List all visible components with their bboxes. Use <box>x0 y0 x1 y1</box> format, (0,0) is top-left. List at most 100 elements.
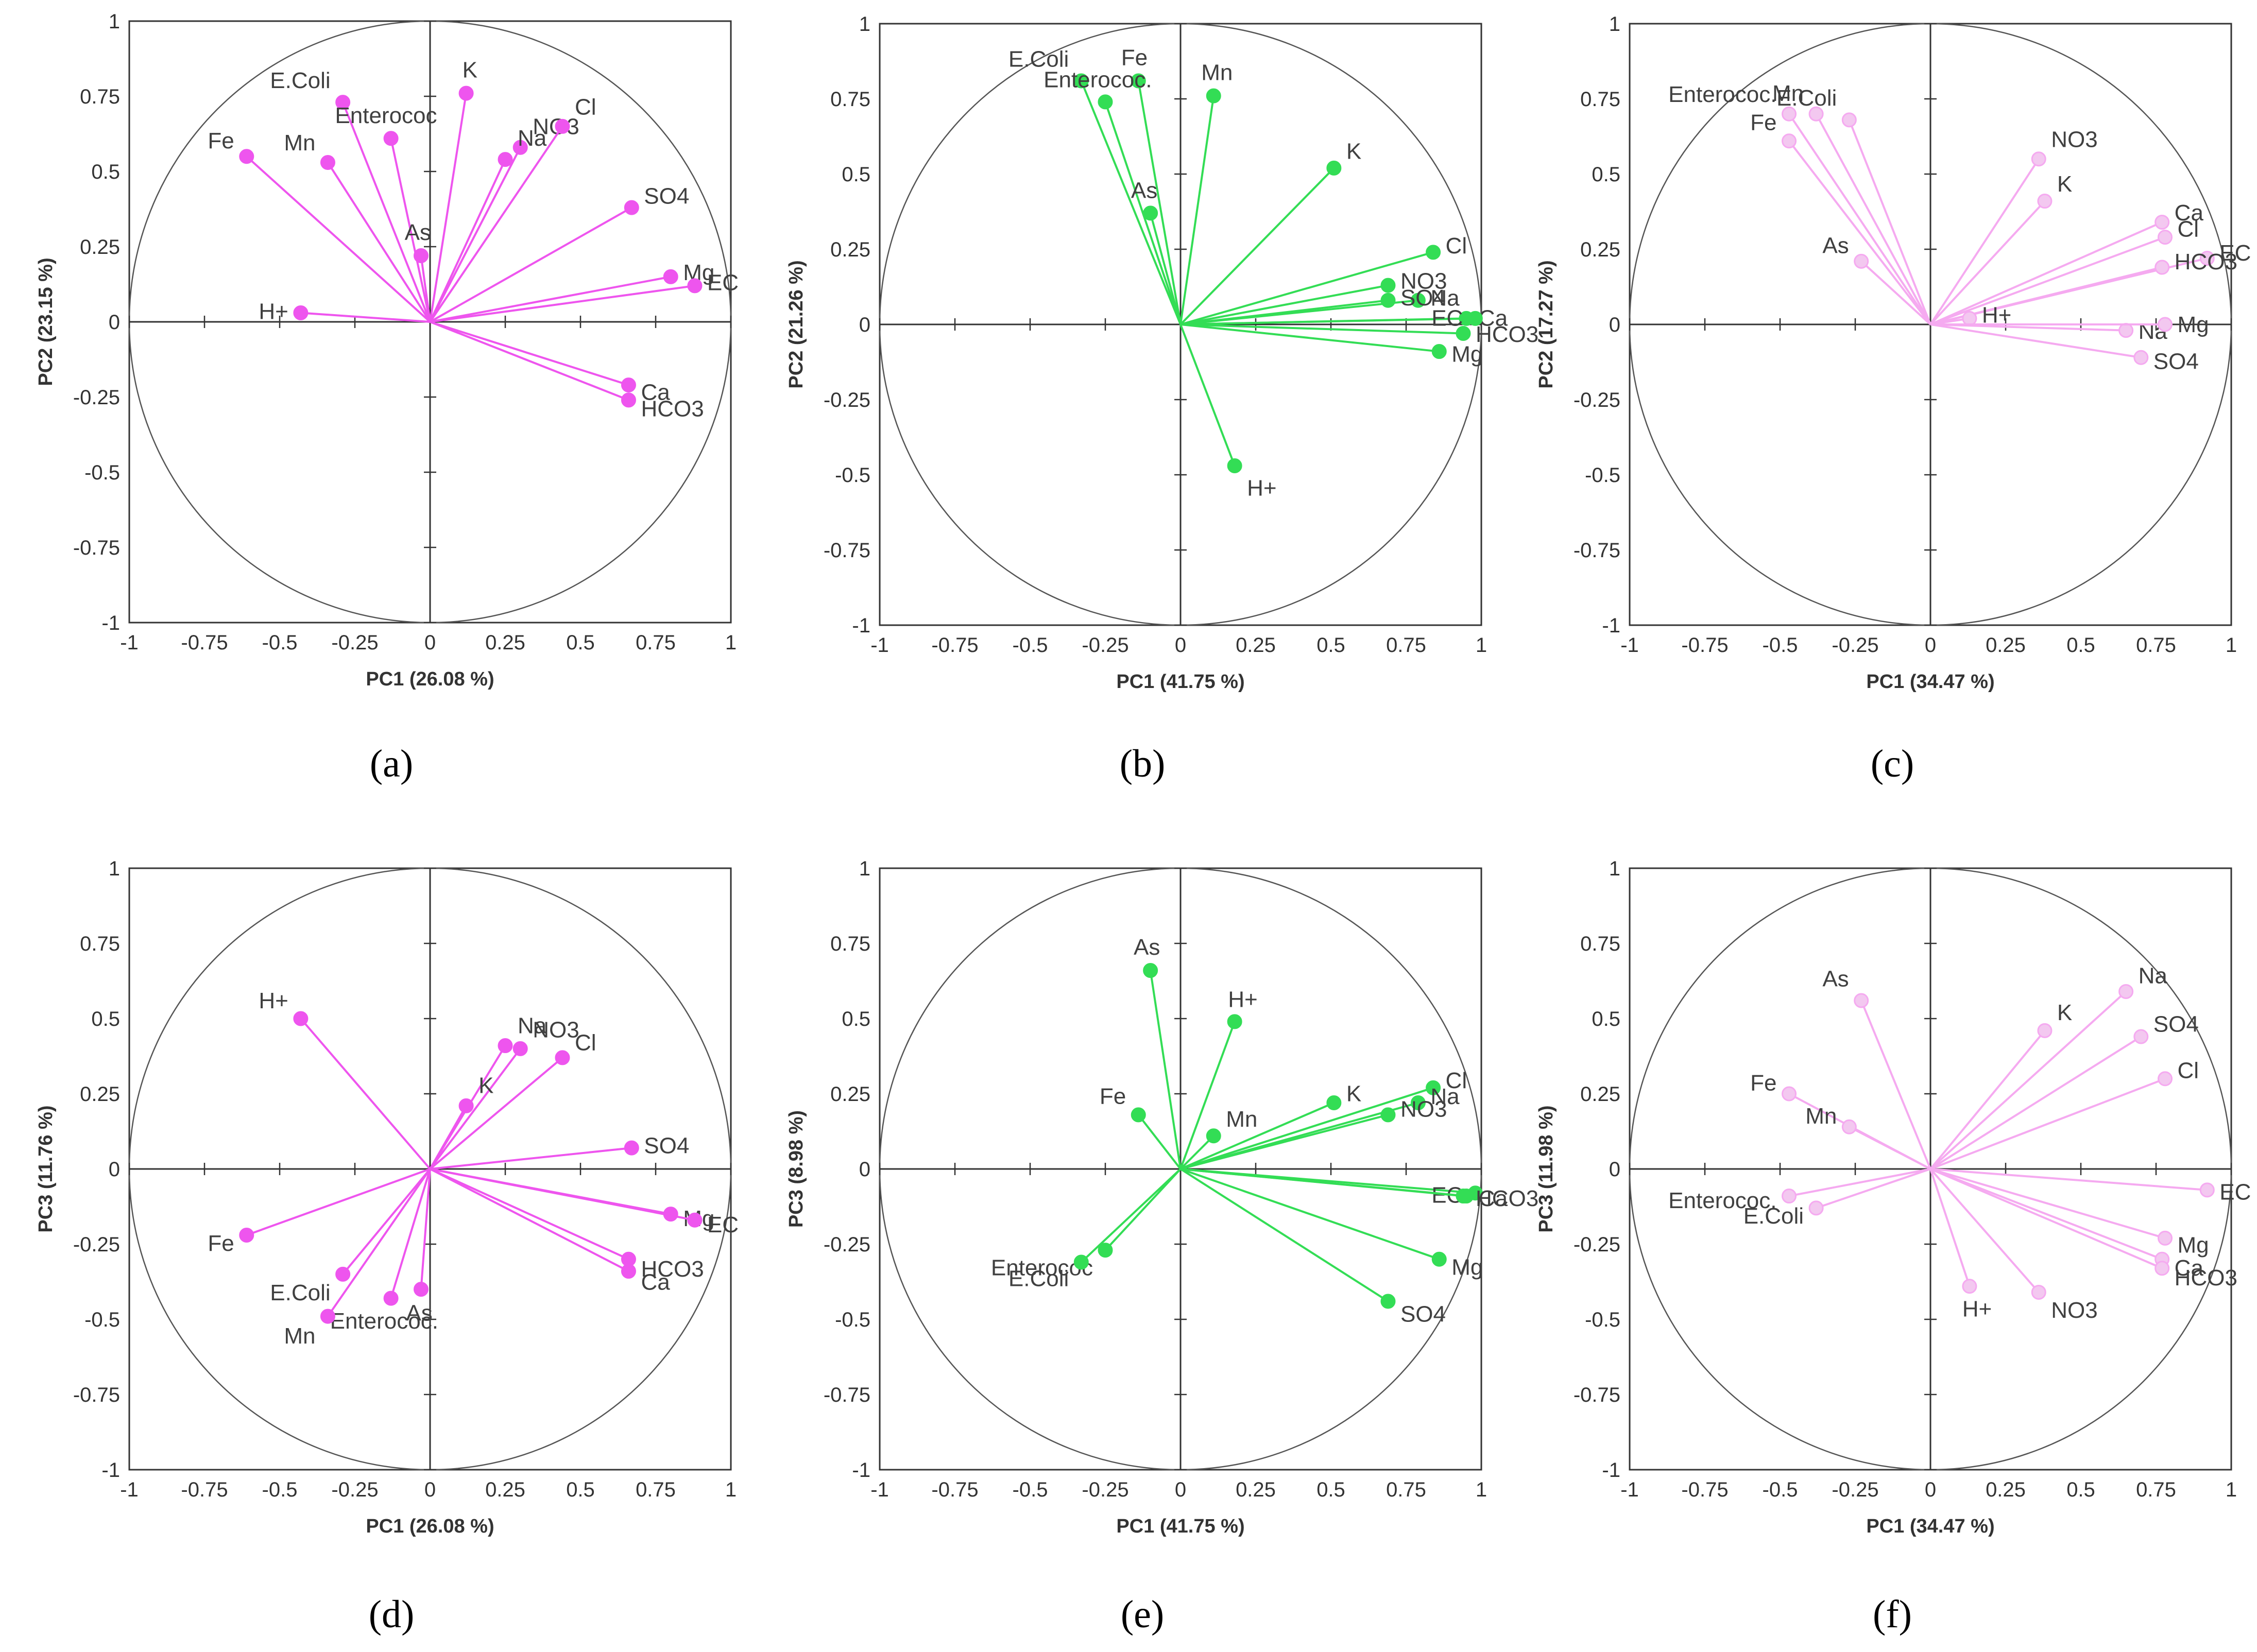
loading-point <box>1131 1107 1146 1123</box>
loading-vector <box>246 156 431 323</box>
loading-vector <box>1180 1113 1389 1170</box>
loading-label: H+ <box>1247 475 1276 501</box>
caption-b: (b) <box>1120 742 1166 785</box>
panel-d: -1 -0.75 -0.5 -0.25 0 0.25 0.5 0.75 1 -1 -0.75 -0.5… <box>35 857 739 1537</box>
y-tick-label: 1 <box>109 857 120 880</box>
loading-label: HCO3 <box>641 1257 704 1282</box>
x-axis-title: PC1 (34.47 %) <box>1866 671 1994 693</box>
loading-point <box>1073 1254 1089 1270</box>
loading-point <box>2158 230 2173 245</box>
loading-label: As <box>1134 935 1160 960</box>
loading-point <box>1098 1243 1113 1258</box>
y-axis-title: PC3 (8.98 %) <box>785 1110 807 1228</box>
y-tick-label: 0.25 <box>830 1083 870 1106</box>
loading-label: Enterococ. <box>330 1309 438 1334</box>
loading-vector <box>1180 1102 1335 1170</box>
loading-label: Mn <box>1201 60 1233 85</box>
loading-point <box>2031 151 2046 167</box>
loading-vector <box>1929 1168 2040 1293</box>
loading-point <box>624 200 639 215</box>
x-tick-label: 1 <box>725 1478 737 1501</box>
loading-vector <box>1080 80 1182 325</box>
panel-b: -1 -0.75 -0.5 -0.25 0 0.25 0.5 0.75 1 -1 -0.75 -0.5… <box>785 13 1538 693</box>
loading-vector <box>1180 1168 1466 1197</box>
loading-label: SO4 <box>1400 1302 1446 1327</box>
loading-vector <box>1104 1168 1182 1251</box>
x-tick-label: -0.75 <box>931 1478 978 1501</box>
loading-vector <box>1849 1126 1931 1170</box>
y-tick-label: 0 <box>109 1158 120 1181</box>
loading-point <box>687 278 703 294</box>
loading-label: SO4 <box>644 183 689 209</box>
loading-label: HCO3 <box>1476 1186 1538 1211</box>
loading-label: Enterococ. <box>1668 82 1776 107</box>
y-tick-label: 0.5 <box>842 163 870 186</box>
loading-point <box>621 392 636 408</box>
loading-point <box>1380 292 1396 308</box>
loading-vector <box>429 159 506 322</box>
y-tick-label: 1 <box>859 857 870 880</box>
loading-vector <box>430 284 695 323</box>
loading-point <box>2118 323 2134 338</box>
loading-label: Enterococ <box>335 103 437 128</box>
x-tick-label: 0.25 <box>1236 634 1276 657</box>
loading-vector <box>1930 221 2163 325</box>
loading-vector <box>1179 1168 1389 1302</box>
y-tick-label: 0.25 <box>1580 1083 1620 1106</box>
loading-label: Mg <box>2178 1232 2209 1258</box>
loading-point <box>1456 326 1471 341</box>
y-tick-label: -0.25 <box>1574 1233 1620 1256</box>
loading-point <box>413 1282 429 1297</box>
loading-point <box>383 1290 399 1306</box>
loading-point <box>2118 984 2134 999</box>
x-tick-label: 0 <box>1175 634 1186 657</box>
loading-point <box>1808 106 1824 122</box>
y-tick-label: -1 <box>1602 614 1620 637</box>
y-tick-label: -0.25 <box>824 389 870 411</box>
loading-vector <box>1180 323 1464 335</box>
y-tick-label: 0.75 <box>830 933 870 955</box>
loading-point <box>2133 350 2149 365</box>
loading-vector <box>390 138 431 322</box>
y-tick-label: 0.75 <box>830 88 870 111</box>
panel-a: -1 -0.75 -0.5 -0.25 0 0.25 0.5 0.75 1 -1 -0.75 -0.5… <box>35 10 739 690</box>
loading-point <box>1410 1095 1426 1111</box>
y-tick-label: 0.75 <box>80 85 120 108</box>
loading-point <box>1380 278 1396 293</box>
loading-label: HCO3 <box>2175 1265 2237 1290</box>
x-tick-label: 0 <box>424 631 436 654</box>
loading-point <box>687 1212 703 1228</box>
x-tick-label: -0.5 <box>1013 1478 1048 1501</box>
x-tick-label: -0.25 <box>1832 634 1878 657</box>
y-tick-label: -1 <box>101 612 120 634</box>
x-tick-label: -0.5 <box>1763 634 1798 657</box>
loading-vector <box>1179 95 1215 325</box>
loading-label: SO4 <box>644 1133 689 1158</box>
loading-vector <box>1930 236 2166 325</box>
loading-point <box>2199 251 2215 266</box>
loading-vector <box>1929 158 2040 325</box>
x-tick-label: 0.25 <box>485 1478 525 1501</box>
y-tick-label: 0.5 <box>1592 163 1620 186</box>
loading-vector <box>1929 990 2127 1170</box>
loading-label: NO3 <box>2051 1298 2097 1323</box>
loading-point <box>2155 214 2170 230</box>
loading-label: As <box>1131 178 1157 203</box>
loading-vector <box>1180 284 1389 325</box>
y-tick-label: -1 <box>852 614 870 637</box>
loading-label: Fe <box>208 1231 234 1256</box>
loading-label: Na <box>2139 963 2168 989</box>
loading-label: Cl <box>1446 233 1467 259</box>
loading-label: EC <box>2219 240 2251 266</box>
loading-vector <box>1929 200 2046 325</box>
y-tick-label: 0.75 <box>80 933 120 955</box>
loading-point <box>1206 88 1221 104</box>
loading-vector <box>1080 1168 1182 1263</box>
loading-point <box>498 152 513 167</box>
loading-vector <box>1929 1030 2046 1170</box>
loading-label: Mg <box>1451 1254 1483 1280</box>
loading-vector <box>1930 1168 2208 1191</box>
loading-point <box>293 305 309 320</box>
x-tick-label: -0.25 <box>1082 634 1129 657</box>
